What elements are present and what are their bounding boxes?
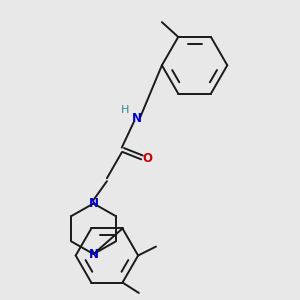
Text: O: O [142,152,152,164]
Text: N: N [88,197,98,210]
Text: H: H [121,106,130,116]
Text: N: N [88,248,98,260]
Text: N: N [132,112,142,125]
